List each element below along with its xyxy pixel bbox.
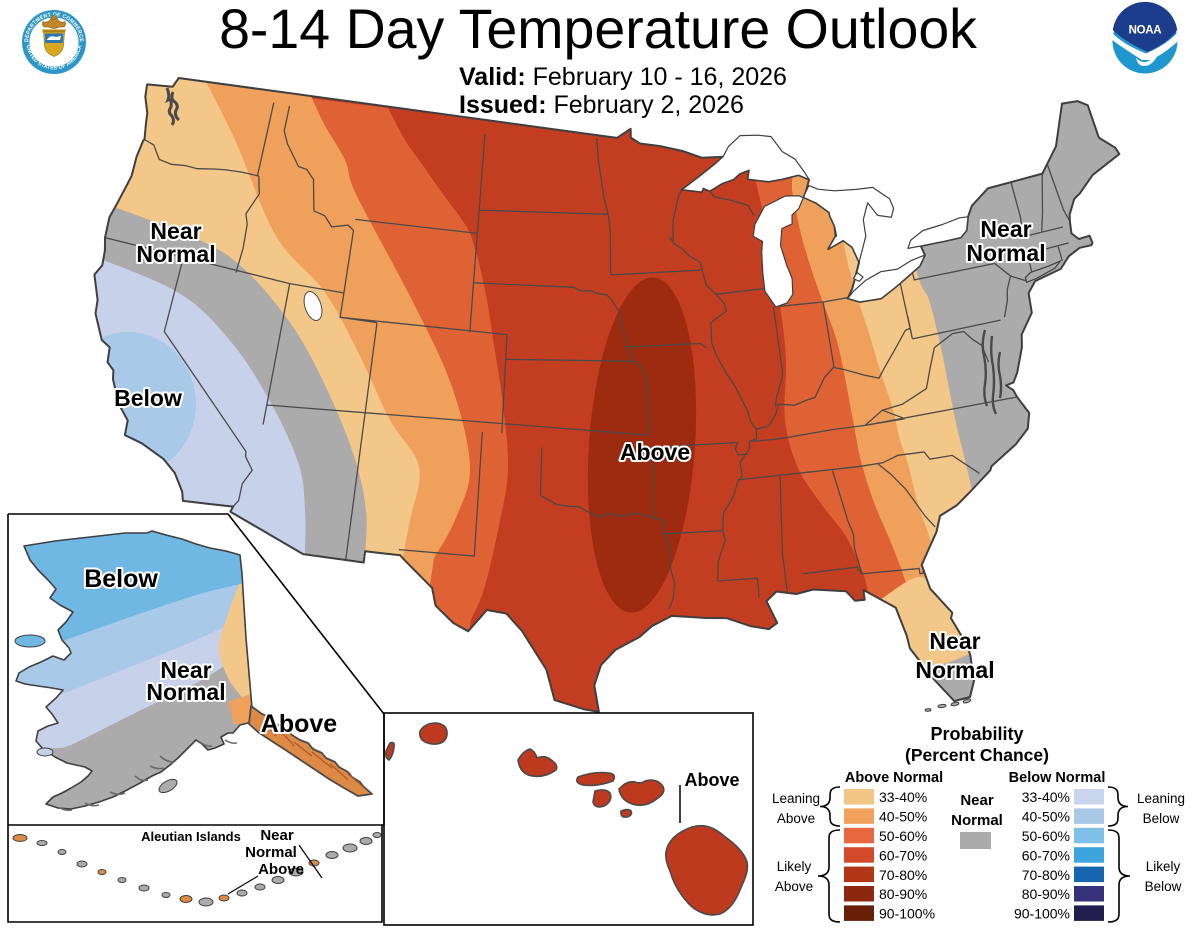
svg-text:Likely: Likely bbox=[777, 859, 812, 874]
svg-text:50-60%: 50-60% bbox=[1022, 828, 1070, 844]
svg-text:80-90%: 80-90% bbox=[879, 886, 927, 902]
svg-text:Valid: February 10 - 16, 2026: Valid: February 10 - 16, 2026 bbox=[459, 63, 787, 91]
svg-text:Near: Near bbox=[150, 218, 201, 244]
svg-text:Normal: Normal bbox=[966, 240, 1045, 266]
svg-text:40-50%: 40-50% bbox=[1022, 809, 1070, 825]
svg-text:60-70%: 60-70% bbox=[879, 847, 927, 863]
svg-text:33-40%: 33-40% bbox=[879, 789, 927, 805]
svg-text:Normal: Normal bbox=[245, 844, 297, 861]
svg-text:40-50%: 40-50% bbox=[879, 809, 927, 825]
svg-text:Near: Near bbox=[980, 216, 1031, 242]
svg-text:Above: Above bbox=[258, 861, 304, 878]
svg-text:Normal: Normal bbox=[951, 812, 1003, 829]
svg-text:90-100%: 90-100% bbox=[879, 906, 935, 922]
svg-text:8-14 Day Temperature Outlook: 8-14 Day Temperature Outlook bbox=[219, 0, 977, 60]
svg-text:Normal: Normal bbox=[915, 657, 994, 683]
svg-text:Below: Below bbox=[114, 385, 182, 411]
svg-text:Near: Near bbox=[160, 657, 211, 683]
svg-text:Above: Above bbox=[777, 811, 815, 826]
svg-text:Aleutian Islands: Aleutian Islands bbox=[141, 829, 241, 844]
svg-text:Below Normal: Below Normal bbox=[1009, 770, 1106, 786]
svg-text:80-90%: 80-90% bbox=[1022, 886, 1070, 902]
svg-text:Leaning: Leaning bbox=[1137, 791, 1185, 806]
svg-text:Probability: Probability bbox=[930, 724, 1023, 744]
svg-text:Above Normal: Above Normal bbox=[845, 770, 943, 786]
svg-text:Above: Above bbox=[261, 710, 338, 738]
svg-text:90-100%: 90-100% bbox=[1014, 906, 1070, 922]
svg-text:70-80%: 70-80% bbox=[879, 867, 927, 883]
svg-text:(Percent Chance): (Percent Chance) bbox=[905, 745, 1049, 765]
svg-text:Leaning: Leaning bbox=[772, 791, 820, 806]
svg-text:Below: Below bbox=[1143, 811, 1180, 826]
svg-text:NOAA: NOAA bbox=[1129, 25, 1162, 37]
svg-text:Below: Below bbox=[1145, 879, 1182, 894]
svg-text:50-60%: 50-60% bbox=[879, 828, 927, 844]
svg-text:Normal: Normal bbox=[146, 679, 225, 705]
svg-text:Normal: Normal bbox=[136, 241, 215, 267]
svg-text:Likely: Likely bbox=[1146, 859, 1181, 874]
svg-text:Near: Near bbox=[260, 827, 294, 844]
svg-text:60-70%: 60-70% bbox=[1022, 847, 1070, 863]
svg-text:Above: Above bbox=[775, 879, 813, 894]
svg-text:Below: Below bbox=[84, 565, 158, 593]
svg-text:Issued: February 2, 2026: Issued: February 2, 2026 bbox=[459, 91, 744, 119]
svg-text:Near: Near bbox=[960, 792, 994, 809]
svg-text:Near: Near bbox=[929, 628, 980, 654]
svg-text:70-80%: 70-80% bbox=[1022, 867, 1070, 883]
svg-text:33-40%: 33-40% bbox=[1022, 789, 1070, 805]
svg-text:Above: Above bbox=[684, 770, 739, 790]
svg-text:Above: Above bbox=[620, 439, 690, 465]
